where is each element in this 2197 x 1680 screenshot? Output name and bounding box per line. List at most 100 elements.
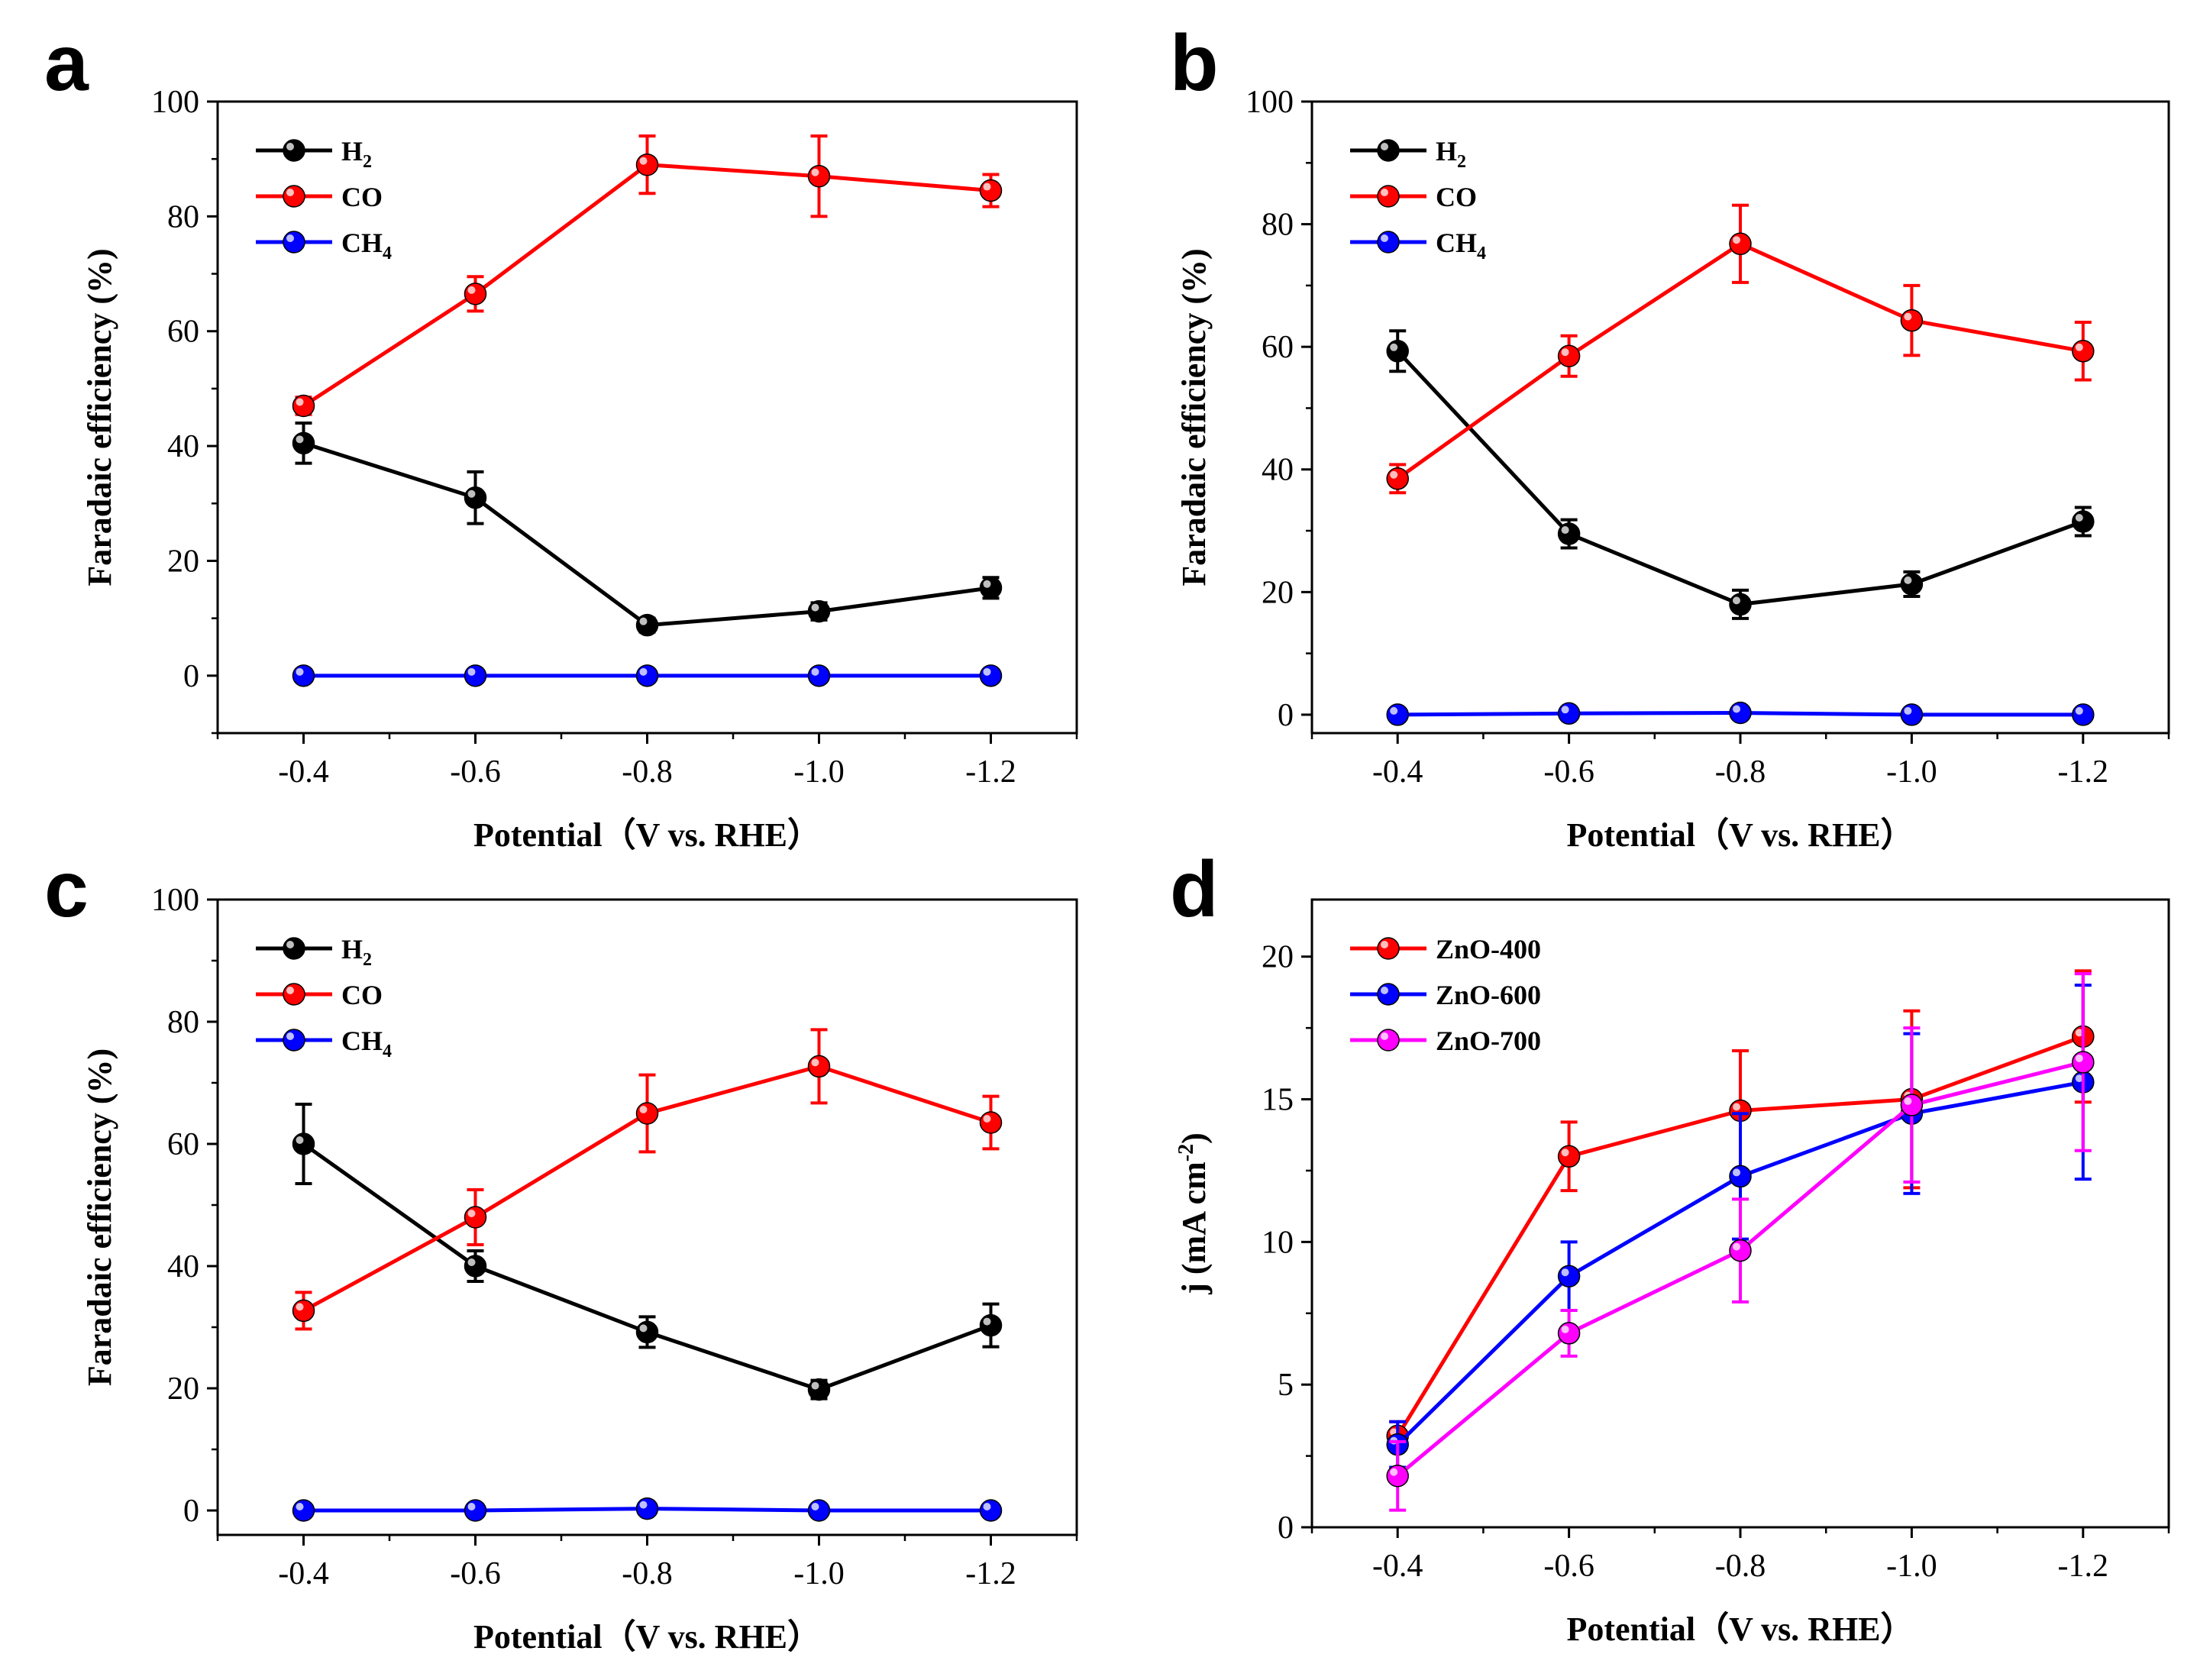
panel-d: 0 5 10 15 20 -0.4 -0.6 -0.8 -1.0 -1.2 Potential（V … [1174,898,2170,1648]
y-tick-label: 20 [167,544,199,579]
data-point-h2 [1729,593,1752,616]
x-tick-label: -0.8 [622,1556,673,1591]
data-point-zno700 [1386,1464,1409,1488]
legend-label-co: CO [1436,182,1477,212]
legend-entry-h2: H2 [256,934,372,970]
series-h2 [1386,329,2095,620]
legend-entry-co: CO [1350,182,1477,212]
series-line-h2 [302,441,991,628]
legend-marker-h2 [1377,139,1400,162]
series-line-co [302,163,991,408]
legend-entry-ch4: CH4 [256,1026,392,1061]
panel-label-c: c [44,845,89,934]
legend-marker-h2 [283,139,305,162]
legend-label-ch4: CH4 [341,1026,392,1061]
legend-label-zno700: ZnO-700 [1436,1026,1541,1056]
data-point-co [635,1102,659,1125]
legend-entry-zno700: ZnO-700 [1350,1026,1541,1056]
legend-label-h2: H2 [341,934,372,970]
y-axis-label: Faradaic efficiency (%) [81,248,118,586]
x-axis-label: Potential（V vs. RHE） [473,1618,821,1656]
data-point-ch4 [292,1499,315,1522]
series-co [1386,203,2095,495]
data-point-h2 [807,599,831,623]
series-line-h2 [302,1142,992,1392]
y-axis-label: j (mA cm-2) [1174,1132,1213,1294]
x-tick-label: -1.0 [793,754,845,790]
data-point-zno600 [1557,1265,1581,1287]
legend-label-h2: H2 [1436,136,1466,172]
data-point-h2 [464,486,487,509]
panel-a: 0 20 40 60 80 100 -0.4 -0.6 -0.8 -1.0 -1.2 Potentia… [81,85,1078,854]
data-point-co [464,283,487,305]
y-tick-label: 10 [1262,1225,1294,1260]
data-point-h2 [292,431,315,455]
data-point-zno700 [2072,1051,2095,1074]
data-point-zno700 [1557,1322,1581,1345]
y-tick-label: 20 [1262,575,1294,610]
x-tick-label: -1.0 [1886,1549,1937,1584]
panel-c: 0 20 40 60 80 100 -0.4 -0.6 -0.8 -1.0 -1.2 Potentia… [81,883,1078,1656]
legend-marker-ch4 [1377,231,1400,254]
data-point-co [2072,340,2095,363]
y-tick-label: 15 [1262,1083,1294,1118]
series-co [292,1028,1003,1331]
x-tick-label: -0.4 [278,754,329,790]
legend-marker-zno700 [1377,1029,1400,1052]
data-point-zno700 [1900,1094,1924,1116]
data-point-co [1386,467,1409,490]
legend-marker-zno600 [1377,983,1400,1006]
y-tick-label: 40 [167,429,199,464]
series-h2 [292,422,1003,637]
series-ch4 [292,664,1003,687]
data-point-co [979,1111,1003,1134]
data-point-co [1729,232,1752,256]
y-tick-label: 80 [167,1005,199,1040]
data-point-ch4 [2072,703,2095,726]
data-point-h2 [979,1313,1003,1337]
y-tick-label: 40 [167,1249,199,1284]
y-tick-label: 80 [167,199,199,234]
legend-entry-h2: H2 [256,136,372,172]
legend-label-ch4: CH4 [1436,228,1486,263]
data-point-co [807,164,831,188]
legend-entry-zno600: ZnO-600 [1350,980,1541,1010]
x-tick-label: -0.4 [1372,1549,1423,1584]
data-point-h2 [1386,340,1409,363]
data-point-ch4 [635,664,659,687]
x-tick-label: -0.4 [1372,754,1423,790]
data-point-ch4 [1900,703,1924,726]
y-axis-label: Faradaic efficiency (%) [1175,248,1213,586]
y-tick-label: 80 [1262,208,1294,243]
y-tick-label: 100 [151,85,199,120]
data-point-h2 [635,1320,659,1344]
data-point-co [1557,344,1581,367]
data-point-ch4 [979,1499,1003,1522]
panel-label-b: b [1170,19,1219,108]
data-point-h2 [979,577,1003,599]
data-point-ch4 [1729,701,1752,725]
series-line-h2 [1396,350,2084,606]
legend-entry-zno400: ZnO-400 [1350,934,1541,964]
x-axis-label: Potential（V vs. RHE） [473,816,821,854]
y-tick-label: 100 [151,883,199,918]
legend-entry-co: CO [256,182,383,212]
x-tick-label: -1.2 [2058,1549,2109,1584]
series-zno700 [1386,972,2095,1512]
data-point-h2 [2072,510,2095,533]
series-co [292,134,1003,418]
legend-marker-ch4 [283,1029,305,1052]
legend-label-co: CO [341,980,383,1010]
legend-label-ch4: CH4 [341,228,392,263]
legend-marker-ch4 [283,231,305,254]
data-point-h2 [292,1132,315,1155]
x-tick-label: -0.6 [450,1556,501,1591]
data-point-ch4 [1386,703,1409,726]
x-tick-label: -1.0 [793,1556,845,1591]
x-tick-label: -0.8 [1715,1549,1766,1584]
x-tick-label: -1.0 [1886,754,1937,790]
y-tick-label: 60 [167,315,199,350]
x-tick-label: -0.6 [450,754,501,790]
data-point-co [464,1206,487,1229]
